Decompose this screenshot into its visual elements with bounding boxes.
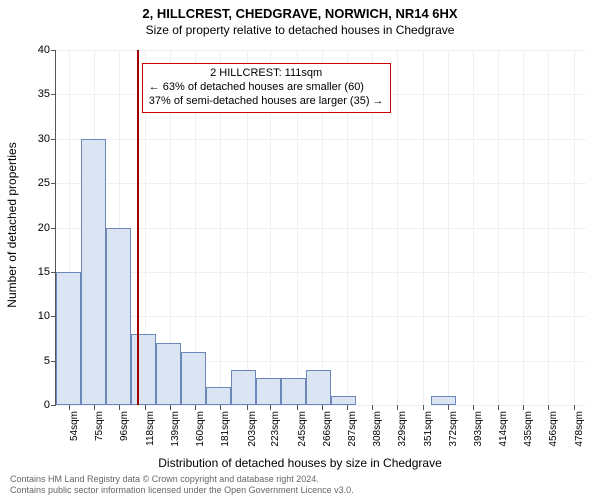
ytick-label: 35 bbox=[38, 88, 56, 100]
xtick-label: 118sqm bbox=[145, 411, 156, 446]
xtick-label: 329sqm bbox=[397, 411, 408, 447]
xtick-mark bbox=[574, 405, 575, 410]
xtick-mark bbox=[448, 405, 449, 410]
histogram-bar bbox=[281, 378, 306, 405]
histogram-bar bbox=[131, 334, 156, 405]
histogram-bar bbox=[306, 370, 331, 406]
xtick-label: 435sqm bbox=[523, 411, 534, 447]
gridline-v bbox=[397, 50, 398, 405]
xtick-label: 456sqm bbox=[548, 411, 559, 447]
xtick-label: 266sqm bbox=[322, 411, 333, 447]
ytick-label: 30 bbox=[38, 133, 56, 145]
xtick-label: 351sqm bbox=[423, 411, 434, 447]
gridline-v bbox=[523, 50, 524, 405]
ytick-label: 20 bbox=[38, 222, 56, 234]
ytick-label: 10 bbox=[38, 310, 56, 322]
histogram-bar bbox=[431, 396, 456, 405]
xtick-mark bbox=[69, 405, 70, 410]
xtick-mark bbox=[220, 405, 221, 410]
footer-line-1: Contains HM Land Registry data © Crown c… bbox=[10, 474, 354, 485]
histogram-bar bbox=[231, 370, 256, 406]
ytick-label: 0 bbox=[44, 399, 56, 411]
chart-plot-area: 051015202530354054sqm75sqm96sqm118sqm139… bbox=[55, 50, 586, 406]
xtick-label: 54sqm bbox=[69, 411, 80, 441]
gridline-v bbox=[548, 50, 549, 405]
gridline-v bbox=[448, 50, 449, 405]
ytick-label: 5 bbox=[44, 355, 56, 367]
histogram-bar bbox=[106, 228, 131, 406]
xtick-mark bbox=[145, 405, 146, 410]
y-axis-label: Number of detached properties bbox=[5, 142, 19, 307]
xtick-mark bbox=[397, 405, 398, 410]
xtick-mark bbox=[94, 405, 95, 410]
histogram-bar bbox=[206, 387, 231, 405]
histogram-bar bbox=[181, 352, 206, 405]
xtick-mark bbox=[119, 405, 120, 410]
xtick-mark bbox=[297, 405, 298, 410]
histogram-bar bbox=[156, 343, 181, 405]
xtick-label: 139sqm bbox=[170, 411, 181, 447]
xtick-mark bbox=[473, 405, 474, 410]
histogram-bar bbox=[331, 396, 356, 405]
chart-container: 2, HILLCREST, CHEDGRAVE, NORWICH, NR14 6… bbox=[0, 0, 600, 500]
xtick-mark bbox=[498, 405, 499, 410]
histogram-bar bbox=[81, 139, 106, 405]
xtick-mark bbox=[270, 405, 271, 410]
xtick-label: 414sqm bbox=[498, 411, 509, 447]
gridline-v bbox=[574, 50, 575, 405]
xtick-label: 478sqm bbox=[574, 411, 585, 447]
x-axis-label: Distribution of detached houses by size … bbox=[158, 456, 442, 470]
reference-line bbox=[137, 50, 139, 405]
xtick-mark bbox=[247, 405, 248, 410]
ytick-label: 25 bbox=[38, 177, 56, 189]
footer-line-2: Contains public sector information licen… bbox=[10, 485, 354, 496]
gridline-v bbox=[423, 50, 424, 405]
xtick-label: 393sqm bbox=[473, 411, 484, 447]
chart-title-main: 2, HILLCREST, CHEDGRAVE, NORWICH, NR14 6… bbox=[0, 0, 600, 21]
xtick-mark bbox=[372, 405, 373, 410]
xtick-mark bbox=[322, 405, 323, 410]
xtick-mark bbox=[423, 405, 424, 410]
xtick-label: 181sqm bbox=[220, 411, 231, 447]
footer-attribution: Contains HM Land Registry data © Crown c… bbox=[10, 474, 354, 496]
xtick-label: 245sqm bbox=[297, 411, 308, 447]
xtick-mark bbox=[347, 405, 348, 410]
xtick-label: 96sqm bbox=[119, 411, 130, 441]
histogram-bar bbox=[56, 272, 81, 405]
xtick-label: 287sqm bbox=[347, 411, 358, 447]
ytick-label: 40 bbox=[38, 44, 56, 56]
xtick-mark bbox=[195, 405, 196, 410]
xtick-label: 160sqm bbox=[195, 411, 206, 447]
xtick-label: 75sqm bbox=[94, 411, 105, 441]
gridline-v bbox=[473, 50, 474, 405]
annotation-line: 37% of semi-detached houses are larger (… bbox=[149, 95, 384, 109]
annotation-line: ← 63% of detached houses are smaller (60… bbox=[149, 81, 384, 95]
gridline-v bbox=[498, 50, 499, 405]
annotation-box: 2 HILLCREST: 111sqm← 63% of detached hou… bbox=[142, 63, 391, 112]
xtick-label: 372sqm bbox=[448, 411, 459, 447]
xtick-label: 223sqm bbox=[270, 411, 281, 447]
annotation-line: 2 HILLCREST: 111sqm bbox=[149, 67, 384, 81]
ytick-label: 15 bbox=[38, 266, 56, 278]
xtick-label: 203sqm bbox=[247, 411, 258, 447]
xtick-mark bbox=[523, 405, 524, 410]
xtick-label: 308sqm bbox=[372, 411, 383, 447]
histogram-bar bbox=[256, 378, 281, 405]
chart-title-sub: Size of property relative to detached ho… bbox=[0, 21, 600, 37]
xtick-mark bbox=[170, 405, 171, 410]
xtick-mark bbox=[548, 405, 549, 410]
